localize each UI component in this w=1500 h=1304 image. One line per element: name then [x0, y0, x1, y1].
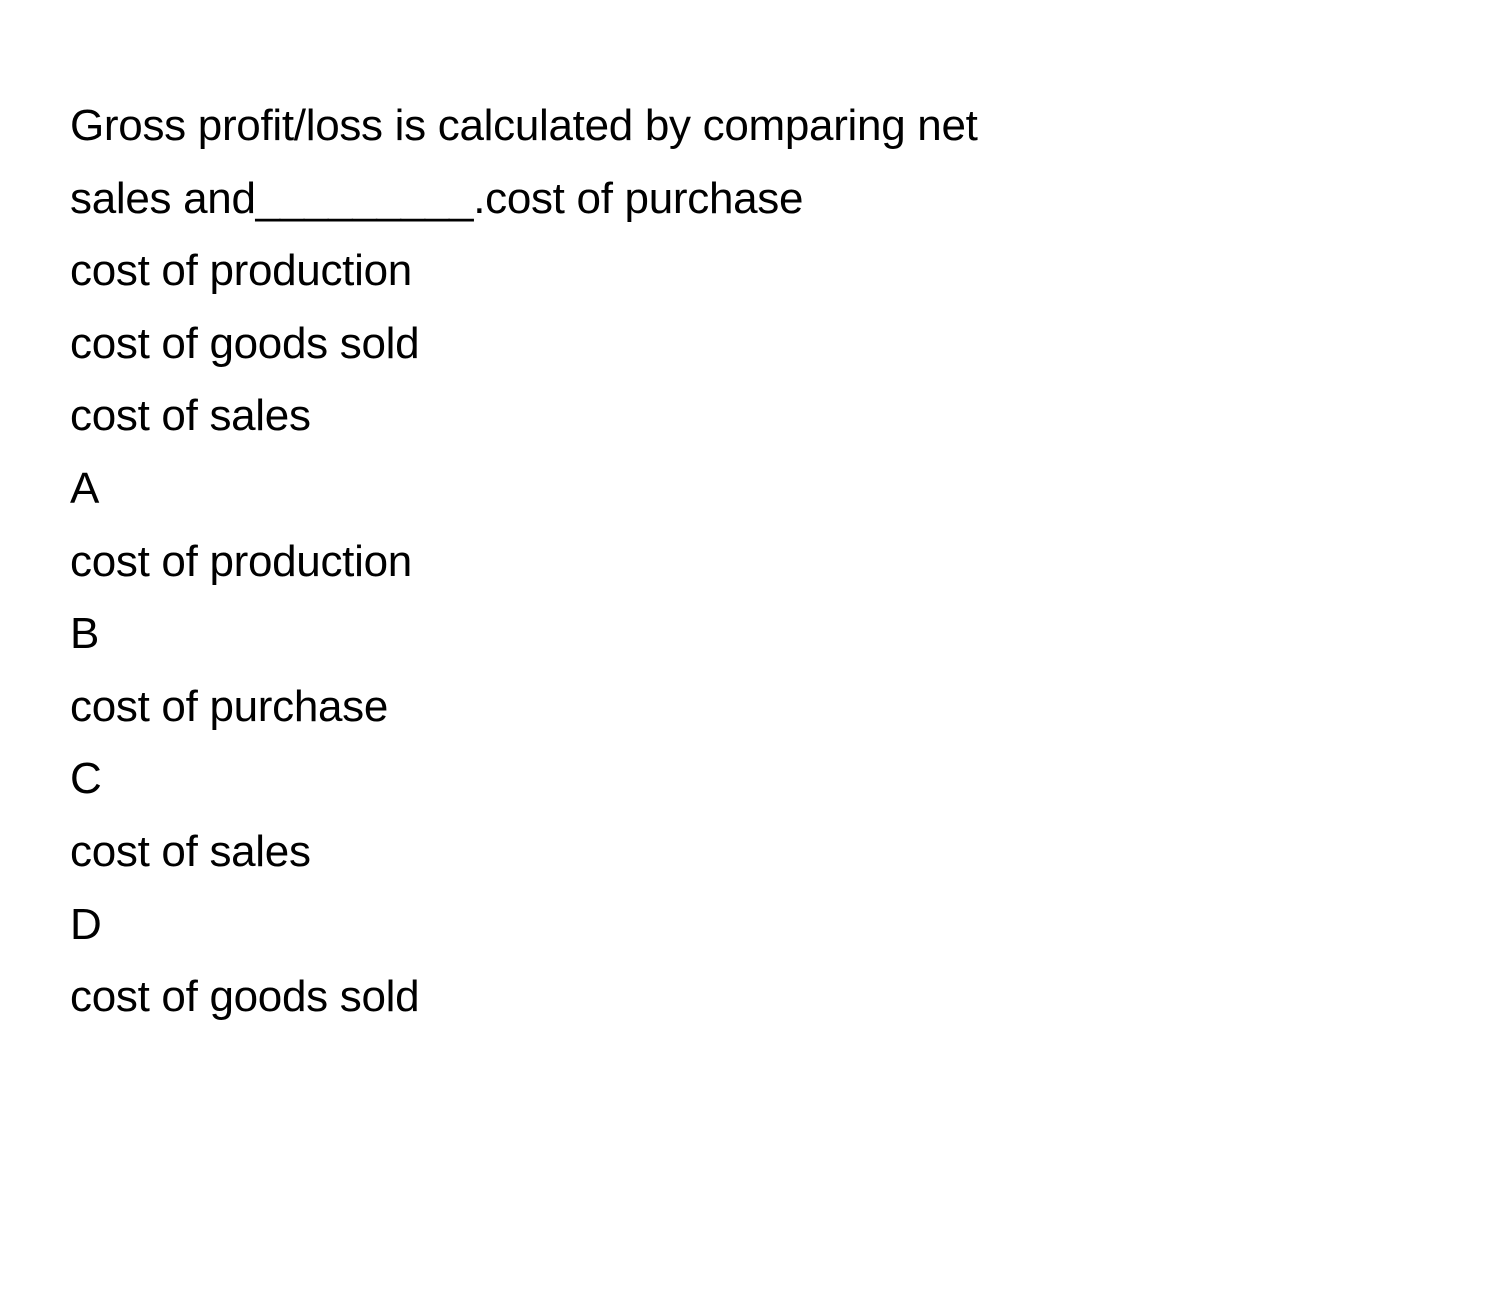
question-content: Gross profit/loss is calculated by compa… — [70, 90, 1430, 1034]
option-b-letter: B — [70, 598, 1430, 671]
option-c-text: cost of sales — [70, 816, 1430, 889]
question-line-5: cost of sales — [70, 380, 1430, 453]
option-d-text: cost of goods sold — [70, 961, 1430, 1034]
question-line-3: cost of production — [70, 235, 1430, 308]
option-c-letter: C — [70, 743, 1430, 816]
question-line-2: sales and_________.cost of purchase — [70, 163, 1430, 236]
option-d-letter: D — [70, 889, 1430, 962]
question-stem: Gross profit/loss is calculated by compa… — [70, 90, 1430, 453]
question-line-4: cost of goods sold — [70, 308, 1430, 381]
option-a-text: cost of production — [70, 526, 1430, 599]
option-a-letter: A — [70, 453, 1430, 526]
options-list: A cost of production B cost of purchase … — [70, 453, 1430, 1034]
option-b-text: cost of purchase — [70, 671, 1430, 744]
question-line-1: Gross profit/loss is calculated by compa… — [70, 90, 1430, 163]
